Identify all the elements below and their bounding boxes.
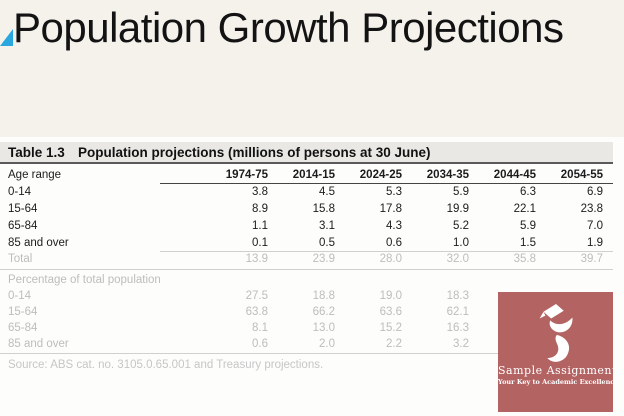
cell: 5.9	[520, 220, 536, 232]
slide-title: Population Growth Projections	[13, 4, 564, 51]
cell: 5.2	[453, 220, 469, 232]
title-bullet-triangle-icon	[0, 29, 13, 46]
cell: 4.3	[386, 220, 402, 232]
cell: 19.9	[446, 203, 469, 215]
dancer-graduate-icon	[539, 304, 572, 362]
cell: 18.3	[446, 290, 469, 302]
cell: 22.1	[513, 203, 536, 215]
table-header-row: Age range 1974-75 2014-15 2024-25 2034-3…	[0, 168, 613, 184]
watermark-brand: Sample Assignment	[498, 364, 617, 377]
cell: 23.8	[580, 203, 603, 215]
cell: 0.6	[252, 338, 268, 350]
row-label: 15-64	[8, 306, 38, 318]
column-header: 2044-45	[493, 169, 536, 181]
table-number: Table 1.3	[8, 144, 65, 160]
row-label: 65-84	[8, 322, 38, 334]
table-row: 15-64 8.9 15.8 17.8 19.9 22.1 23.8	[0, 201, 613, 218]
cell: 5.9	[453, 186, 469, 198]
table-row: 15-64 63.8 66.2 63.6 62.1	[0, 304, 613, 320]
table-row: 65-84 8.1 13.0 15.2 16.3	[0, 320, 613, 336]
cell: 15.2	[379, 322, 402, 334]
table-row: 0-14 3.8 4.5 5.3 5.9 6.3 6.9	[0, 184, 613, 201]
cell: 4.5	[319, 186, 335, 198]
table-row: 65-84 1.1 3.1 4.3 5.2 5.9 7.0	[0, 218, 613, 235]
cell: 35.8	[513, 253, 536, 265]
population-projection-table: Age range 1974-75 2014-15 2024-25 2034-3…	[0, 168, 613, 374]
column-header: 2024-25	[359, 169, 402, 181]
cell: 27.5	[245, 290, 268, 302]
cell: 16.3	[446, 322, 469, 334]
cell: 3.1	[319, 220, 335, 232]
table-caption: Population projections (millions of pers…	[78, 144, 431, 160]
percentage-section-heading: Percentage of total population	[8, 274, 161, 286]
cell: 62.1	[446, 306, 469, 318]
row-label: 85 and over	[8, 338, 69, 350]
table-row: 0-14 27.5 18.8 19.0 18.3	[0, 288, 613, 304]
cell: 19.0	[379, 290, 402, 302]
cell: 8.9	[252, 203, 268, 215]
column-header: Age range	[8, 169, 62, 181]
column-header: 1974-75	[225, 169, 268, 181]
row-label: 15-64	[8, 203, 38, 215]
section-divider	[0, 353, 613, 354]
cell: 3.2	[453, 338, 469, 350]
cell: 1.0	[453, 237, 469, 248]
cell: 1.9	[587, 237, 603, 248]
cell: 7.0	[587, 220, 603, 232]
sample-assignment-watermark: Sample Assignment Your Key to Academic E…	[498, 292, 619, 412]
row-label: 65-84	[8, 220, 38, 232]
cell: 63.8	[245, 306, 268, 318]
watermark-tagline: Your Key to Academic Excellence	[498, 378, 619, 386]
cell: 13.0	[312, 322, 335, 334]
total-row: Total 13.9 23.9 28.0 32.0 35.8 39.7	[0, 251, 613, 268]
cell: 39.7	[580, 253, 603, 265]
cell: 1.1	[252, 220, 268, 232]
table-title-banner: Table 1.3 Population projections (millio…	[0, 142, 613, 164]
cell: 13.9	[245, 253, 268, 265]
cell: 15.8	[312, 203, 335, 215]
cell: 1.5	[520, 237, 536, 248]
row-label: 0-14	[8, 290, 32, 302]
cell: 6.3	[520, 186, 536, 198]
cell: 2.0	[319, 338, 335, 350]
cell: 0.6	[386, 237, 402, 248]
row-label: 85 and over	[8, 237, 69, 248]
cell: 28.0	[379, 253, 402, 265]
source-note: Source: ABS cat. no. 3105.0.65.001 and T…	[8, 359, 324, 371]
cell: 3.8	[252, 186, 268, 198]
cell: 2.2	[386, 338, 402, 350]
cell: 63.6	[379, 306, 402, 318]
cell: 5.3	[386, 186, 402, 198]
column-header: 2054-55	[560, 169, 603, 181]
cell: 0.5	[319, 237, 335, 248]
row-label: Total	[8, 253, 33, 265]
column-header: 2034-35	[426, 169, 469, 181]
table-sheet: Table 1.3 Population projections (millio…	[0, 137, 624, 416]
cell: 17.8	[379, 203, 402, 215]
column-header: 2014-15	[292, 169, 335, 181]
table-row: 85 and over 0.1 0.5 0.6 1.0 1.5 1.9	[0, 235, 613, 248]
cell: 23.9	[312, 253, 335, 265]
table-row: 85 and over 0.6 2.0 2.2 3.2	[0, 336, 613, 352]
cell: 6.9	[587, 186, 603, 198]
cell: 32.0	[446, 253, 469, 265]
cell: 66.2	[312, 306, 335, 318]
cell: 8.1	[252, 322, 268, 334]
cell: 0.1	[252, 237, 268, 248]
section-divider	[0, 269, 613, 270]
row-label: 0-14	[8, 186, 32, 198]
cell: 18.8	[312, 290, 335, 302]
